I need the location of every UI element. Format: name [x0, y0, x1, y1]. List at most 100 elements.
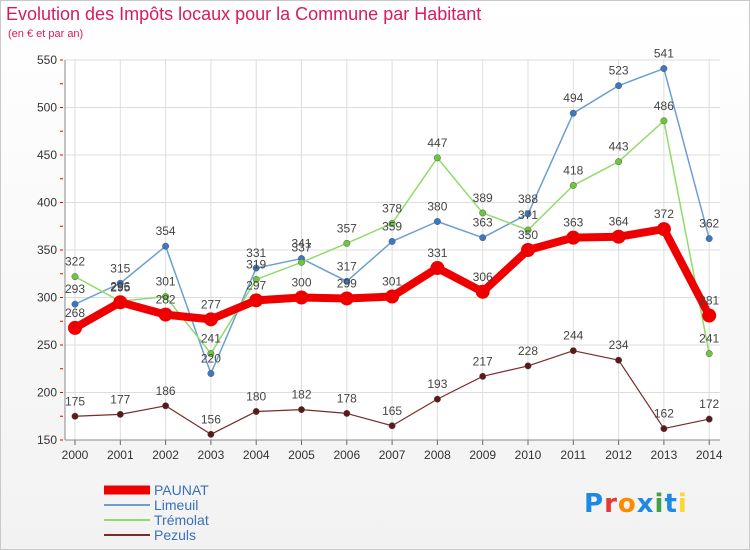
- data-label-limeuil: 380: [427, 200, 447, 214]
- x-tick-label: 2000: [62, 448, 89, 462]
- data-label-limeuil: 494: [563, 91, 583, 105]
- data-point-paunat: [249, 293, 264, 308]
- data-label-paunat: 372: [654, 207, 674, 221]
- data-point-pezuls: [433, 395, 441, 403]
- data-point-paunat: [566, 230, 581, 245]
- logo-letter: i: [654, 489, 665, 519]
- data-point-limeuil: [388, 238, 396, 245]
- data-label-tr-molat: 296: [110, 279, 130, 293]
- data-point-tr-molat: [569, 181, 577, 189]
- data-label-pezuls: 217: [473, 354, 493, 368]
- data-point-pezuls: [298, 406, 305, 414]
- y-tick-label: 250: [37, 338, 57, 352]
- data-label-limeuil: 317: [337, 259, 357, 273]
- x-tick-label: 2014: [696, 448, 723, 462]
- data-point-limeuil: [343, 277, 351, 285]
- data-label-tr-molat: 319: [246, 257, 266, 271]
- data-point-pezuls: [479, 372, 487, 380]
- data-label-limeuil: 541: [654, 47, 674, 61]
- data-label-tr-molat: 443: [609, 140, 629, 154]
- data-point-pezuls: [388, 422, 396, 430]
- data-point-tr-molat: [705, 350, 713, 357]
- data-label-pezuls: 182: [291, 388, 311, 402]
- data-label-pezuls: 172: [699, 397, 719, 411]
- data-label-pezuls: 193: [427, 377, 447, 391]
- data-point-tr-molat: [343, 239, 351, 247]
- data-point-tr-molat: [207, 350, 215, 357]
- x-tick-label: 2004: [243, 448, 270, 462]
- chart-title: Evolution des Impôts locaux pour la Comm…: [6, 4, 482, 24]
- x-tick-label: 2008: [424, 448, 451, 462]
- data-point-tr-molat: [615, 158, 623, 166]
- data-label-limeuil: 362: [699, 217, 719, 231]
- data-point-pezuls: [71, 412, 79, 420]
- data-label-paunat: 301: [382, 275, 402, 289]
- logo-letter: P: [584, 489, 605, 519]
- data-label-pezuls: 180: [246, 390, 266, 404]
- x-tick-label: 2009: [469, 448, 496, 462]
- data-label-pezuls: 165: [382, 404, 402, 418]
- data-label-paunat: 277: [201, 297, 221, 311]
- data-label-limeuil: 523: [609, 64, 629, 78]
- data-label-tr-molat: 389: [473, 191, 493, 205]
- data-label-limeuil: 341: [291, 237, 311, 251]
- x-tick-label: 2007: [379, 448, 406, 462]
- y-tick-label: 150: [37, 433, 57, 447]
- data-point-paunat: [203, 312, 218, 327]
- data-point-paunat: [656, 222, 671, 237]
- data-point-paunat: [521, 243, 535, 257]
- chart-subtitle: (en € et par an): [8, 28, 84, 40]
- data-point-limeuil: [660, 65, 668, 73]
- data-point-pezuls: [162, 402, 170, 410]
- data-label-paunat: 306: [473, 270, 493, 284]
- data-point-paunat: [68, 320, 82, 335]
- data-point-paunat: [339, 291, 354, 306]
- data-label-pezuls: 162: [654, 407, 674, 421]
- y-tick-label: 550: [37, 53, 57, 67]
- x-tick-label: 2005: [288, 448, 315, 462]
- y-tick-label: 400: [37, 196, 57, 210]
- x-tick-label: 2006: [333, 448, 360, 462]
- y-tick-label: 200: [37, 386, 57, 400]
- data-label-tr-molat: 418: [563, 163, 583, 177]
- data-label-pezuls: 234: [609, 338, 629, 352]
- data-point-limeuil: [71, 300, 79, 308]
- x-tick-label: 2001: [107, 448, 134, 462]
- data-point-paunat: [113, 295, 128, 310]
- logo-letter: r: [604, 489, 618, 519]
- data-label-paunat: 331: [427, 246, 447, 260]
- logo-letter: i: [677, 489, 688, 519]
- data-label-tr-molat: 322: [65, 255, 85, 269]
- data-label-limeuil: 354: [156, 224, 176, 238]
- data-point-limeuil: [116, 279, 124, 287]
- data-point-tr-molat: [388, 219, 396, 227]
- y-tick-label: 300: [37, 291, 57, 305]
- data-point-limeuil: [207, 370, 215, 377]
- data-label-pezuls: 175: [65, 394, 85, 408]
- data-label-paunat: 295: [110, 280, 130, 294]
- data-label-paunat: 282: [156, 293, 176, 307]
- data-point-limeuil: [615, 82, 623, 90]
- data-label-pezuls: 156: [201, 412, 221, 426]
- data-point-paunat: [430, 261, 445, 276]
- data-point-pezuls: [569, 347, 577, 355]
- data-point-pezuls: [343, 409, 351, 417]
- data-label-tr-molat: 301: [156, 275, 176, 289]
- data-label-pezuls: 244: [563, 329, 583, 343]
- x-tick-label: 2012: [605, 448, 632, 462]
- logo-letter: o: [617, 489, 637, 519]
- data-point-paunat: [702, 308, 717, 323]
- data-point-limeuil: [433, 218, 441, 225]
- data-label-limeuil: 359: [382, 219, 402, 233]
- data-point-pezuls: [705, 415, 713, 423]
- data-point-pezuls: [615, 356, 623, 364]
- data-label-paunat: 364: [609, 215, 629, 229]
- data-label-tr-molat: 357: [337, 221, 357, 235]
- data-label-pezuls: 228: [518, 344, 538, 358]
- legend-label-paunat: PAUNAT: [154, 482, 209, 498]
- data-point-paunat: [611, 229, 626, 244]
- x-tick-label: 2002: [152, 448, 179, 462]
- data-label-paunat: 268: [65, 306, 85, 320]
- x-tick-label: 2003: [198, 448, 225, 462]
- data-point-tr-molat: [433, 154, 441, 162]
